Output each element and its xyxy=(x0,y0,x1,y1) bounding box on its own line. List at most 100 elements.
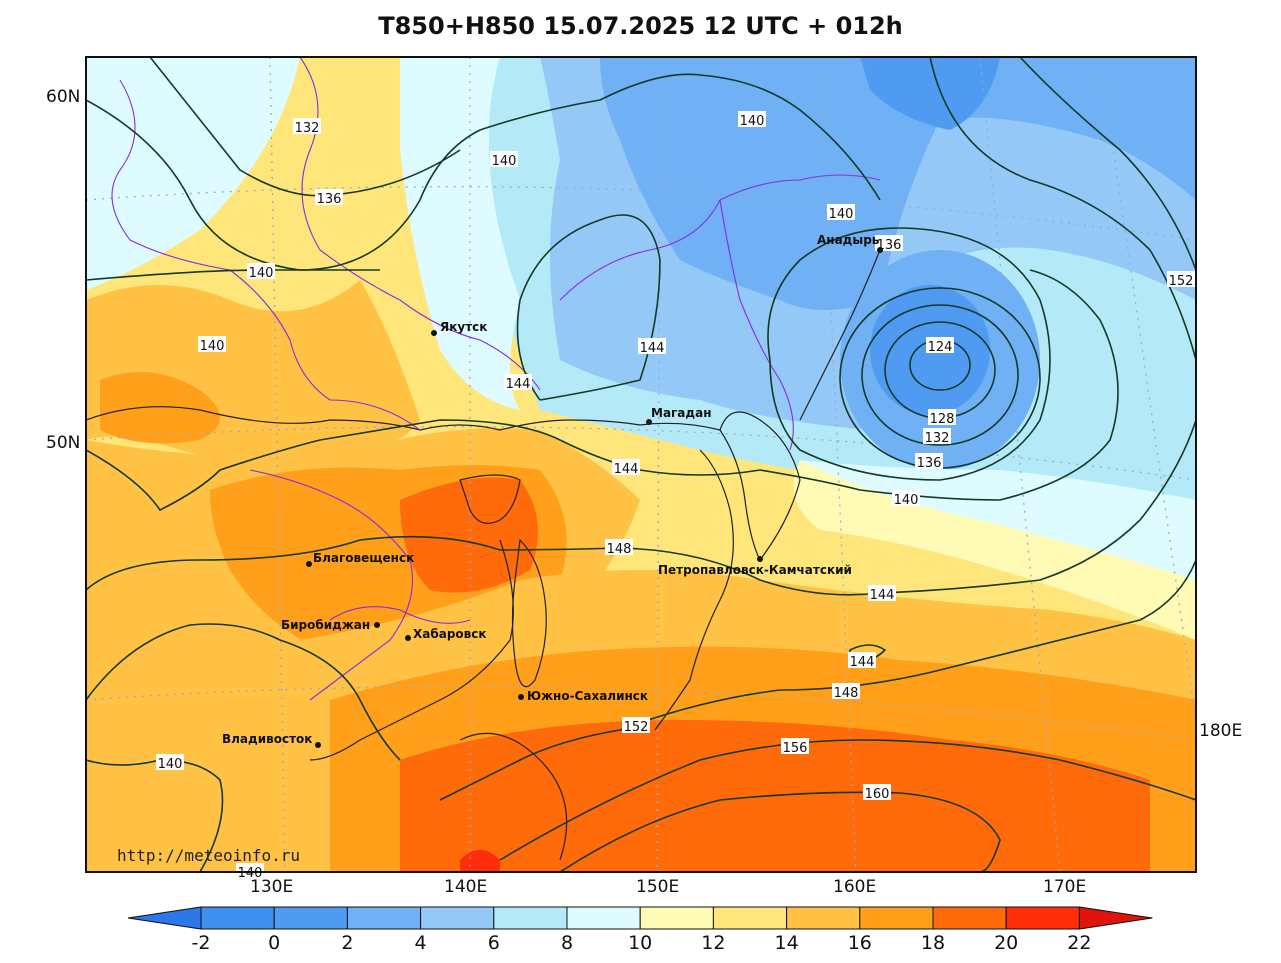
colorbar-tick-label: 2 xyxy=(341,932,353,954)
contour-label-bg xyxy=(923,428,951,444)
lat-label-60n: 60N xyxy=(46,87,80,107)
contour-label-bg xyxy=(315,189,343,205)
contour-label-bg xyxy=(198,336,226,352)
city-label: Петропавловск-Камчатский xyxy=(658,563,852,577)
colorbar-tick-label: 22 xyxy=(1067,932,1091,954)
city-label: Южно-Сахалинск xyxy=(527,689,648,703)
contour-label-bg xyxy=(892,490,920,506)
height-contours xyxy=(86,57,1196,872)
colorbar-tick-label: 18 xyxy=(921,932,945,954)
contour-label-bg xyxy=(875,235,903,251)
contour-label-bg xyxy=(827,204,855,220)
contour-label: 136 xyxy=(317,192,342,207)
contour-label: 144 xyxy=(870,588,895,603)
colorbar-segment xyxy=(859,906,934,930)
colorbar-tick-label: 16 xyxy=(848,932,872,954)
contour-label-bg xyxy=(863,784,891,800)
colorbar-segment xyxy=(639,906,714,930)
city-markers: Якутск Магадан Анадырь Благовещенск Биробидж… xyxy=(222,233,883,748)
colorbar-segment xyxy=(420,906,495,930)
city-marker xyxy=(405,635,411,641)
contour-label-bg xyxy=(926,337,954,353)
city-marker xyxy=(646,419,652,425)
contour-label-bg xyxy=(848,652,876,668)
contour-label: 140 xyxy=(894,493,919,508)
contour-label-bg xyxy=(293,118,321,134)
contour-label: 140 xyxy=(829,207,854,222)
city-label: Якутск xyxy=(440,320,487,334)
contour-label: 144 xyxy=(640,341,665,356)
colorbar-segment xyxy=(932,906,1007,930)
contour-label: 140 xyxy=(740,114,765,129)
city-marker xyxy=(877,247,883,253)
contour-label: 132 xyxy=(295,121,320,136)
contour-label-bg xyxy=(832,683,860,699)
colorbar-under-triangle xyxy=(127,906,202,930)
colorbar-segment xyxy=(200,906,275,930)
contour-label: 136 xyxy=(917,456,942,471)
colorbar-tick-label: -2 xyxy=(192,932,211,954)
city-marker xyxy=(757,556,763,562)
contour-label: 140 xyxy=(158,757,183,772)
contour-label: 156 xyxy=(783,741,808,756)
contour-label-bg xyxy=(1167,271,1195,287)
contour-label: 160 xyxy=(865,787,890,802)
colorbar-tick-label: 8 xyxy=(561,932,573,954)
map-frame xyxy=(85,56,1197,873)
contour-label: 144 xyxy=(614,462,639,477)
contour-label-bg xyxy=(156,754,184,770)
contour-label-bg xyxy=(928,409,956,425)
map-title: T850+H850 15.07.2025 12 UTC + 012h xyxy=(378,12,903,40)
contour-label-bg xyxy=(605,539,633,555)
contour-labels: 132 140 140 136 140 140 136 152 140 144 144 124 128 1… xyxy=(156,111,1195,881)
colorbar-tick-label: 6 xyxy=(488,932,500,954)
contour-label: 140 xyxy=(200,339,225,354)
lon-label-130e: 130E xyxy=(250,877,293,897)
contour-label-bg xyxy=(622,717,650,733)
contour-label: 148 xyxy=(607,542,632,557)
contour-label-bg xyxy=(738,111,766,127)
contour-label-bg xyxy=(638,338,666,354)
contour-label: 128 xyxy=(930,412,955,427)
lon-label-140e: 140E xyxy=(444,877,487,897)
colorbar-segment xyxy=(712,906,788,930)
city-label: Благовещенск xyxy=(313,551,414,565)
lon-label-150e: 150E xyxy=(636,877,679,897)
contour-label: 144 xyxy=(506,377,531,392)
coastline xyxy=(86,249,881,861)
contour-label: 140 xyxy=(238,866,263,881)
colorbar: -2 0 2 4 6 8 10 12 14 16 18 20 22 xyxy=(127,906,1153,954)
colorbar-segment xyxy=(1005,906,1080,930)
contour-label-bg xyxy=(868,585,896,601)
colorbar-segment xyxy=(566,906,641,930)
colorbar-segment xyxy=(493,906,568,930)
contour-label-bg xyxy=(504,374,532,390)
colorbar-segment xyxy=(346,906,422,930)
contour-label-bg xyxy=(490,151,518,167)
colorbar-tick-label: 0 xyxy=(268,932,280,954)
colorbar-segment xyxy=(786,906,861,930)
contour-label-bg xyxy=(781,738,809,754)
lon-label-160e: 160E xyxy=(833,877,876,897)
contour-label: 152 xyxy=(1169,274,1194,289)
city-marker xyxy=(431,330,437,336)
colorbar-over-triangle xyxy=(1078,906,1153,930)
lon-label-170e: 170E xyxy=(1043,877,1086,897)
contour-label: 140 xyxy=(492,154,517,169)
contour-label: 152 xyxy=(624,720,649,735)
contour-label: 140 xyxy=(249,266,274,281)
colorbar-tick-label: 4 xyxy=(415,932,427,954)
colorbar-tick-label: 10 xyxy=(628,932,652,954)
city-marker xyxy=(374,622,380,628)
contour-label-bg xyxy=(247,263,275,279)
city-marker xyxy=(518,694,524,700)
city-label: Анадырь xyxy=(817,233,880,247)
contour-label: 148 xyxy=(834,686,859,701)
temperature-field xyxy=(86,57,1196,872)
city-marker xyxy=(306,561,312,567)
watermark: http://meteoinfo.ru xyxy=(117,846,300,865)
colorbar-tick-label: 20 xyxy=(994,932,1018,954)
graticule xyxy=(86,57,1196,872)
city-label: Хабаровск xyxy=(413,627,487,641)
